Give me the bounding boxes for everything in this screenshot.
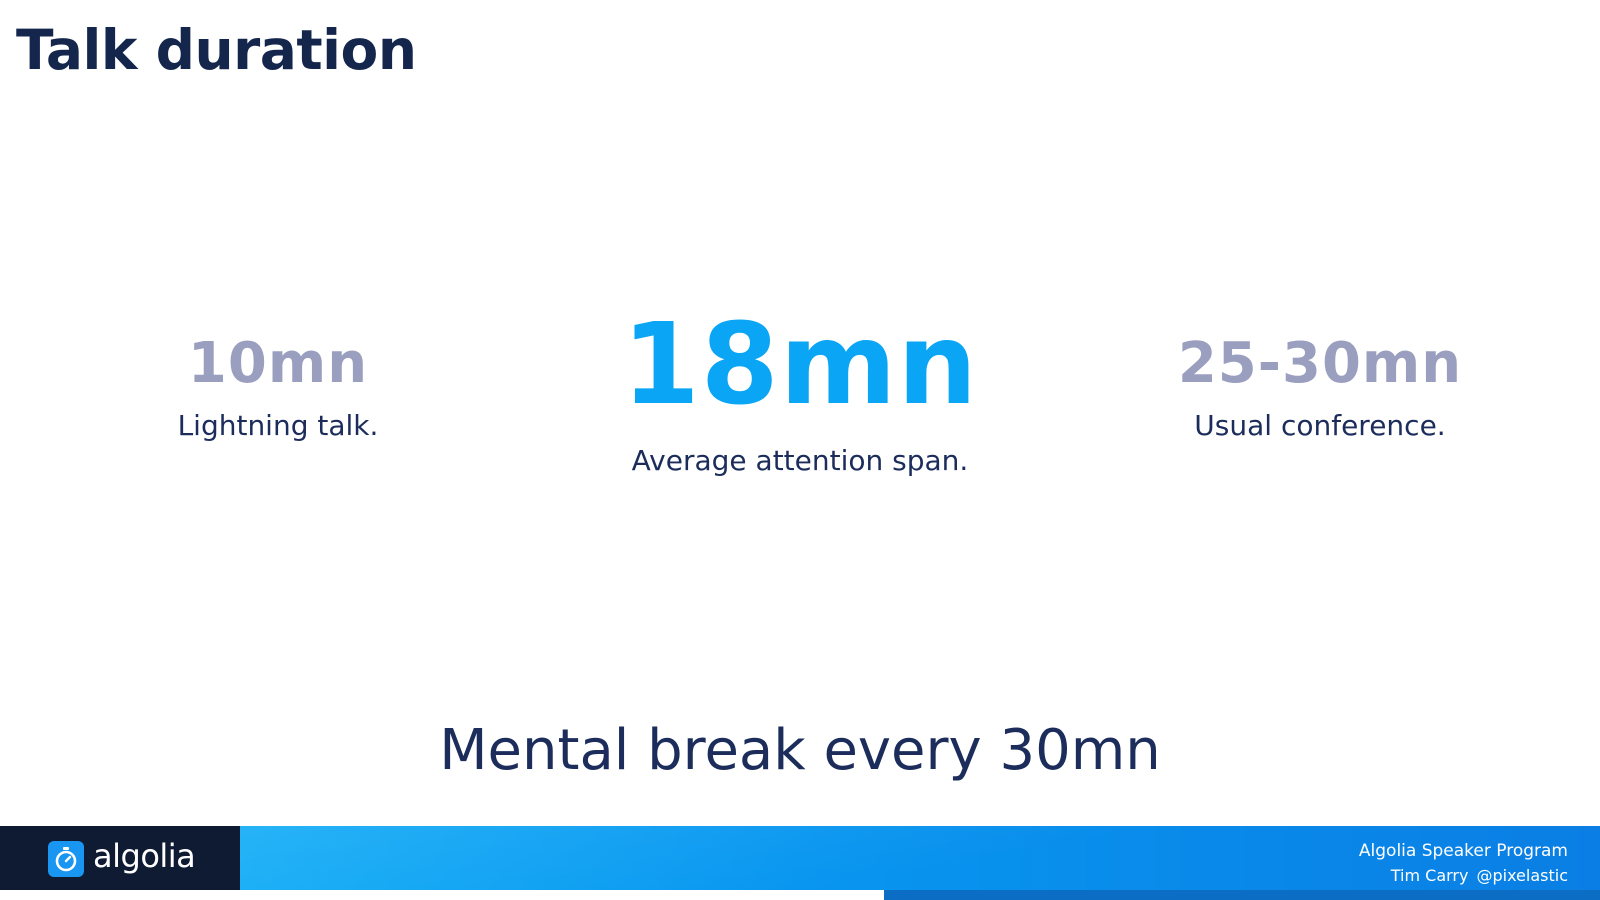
footer-meta: Algolia Speaker Program Tim Carry @pixela… <box>1359 840 1568 887</box>
stat-attention-span: 18mn Average attention span. <box>580 305 1020 479</box>
footer-bar: algolia Algolia Speaker Program Tim Carr… <box>0 826 1600 890</box>
author-handle: @pixelastic <box>1476 866 1568 885</box>
footer-brand: algolia <box>0 826 240 890</box>
mental-break-note: Mental break every 30mn <box>439 718 1161 783</box>
footer-underline <box>884 890 1600 900</box>
author-line: Tim Carry @pixelastic <box>1359 865 1568 887</box>
stat-attention-span-caption: Average attention span. <box>631 444 969 477</box>
stat-attention-span-value: 18mn <box>621 300 979 430</box>
footer-sheen <box>200 826 1600 890</box>
brand-logo-text: algolia <box>93 837 196 875</box>
stat-usual-conference: 25-30mn Usual conference. <box>1150 332 1490 444</box>
program-name: Algolia Speaker Program <box>1358 841 1568 861</box>
stat-lightning-talk-caption: Lightning talk. <box>177 409 379 442</box>
stat-lightning-talk: 10mn Lightning talk. <box>128 332 428 444</box>
stopwatch-icon <box>48 841 84 877</box>
stat-lightning-talk-value: 10mn <box>187 331 369 396</box>
stat-usual-conference-caption: Usual conference. <box>1194 409 1446 442</box>
author-name: Tim Carry <box>1390 866 1469 885</box>
slide-title: Talk duration <box>16 18 417 82</box>
stat-usual-conference-value: 25-30mn <box>1177 331 1463 396</box>
